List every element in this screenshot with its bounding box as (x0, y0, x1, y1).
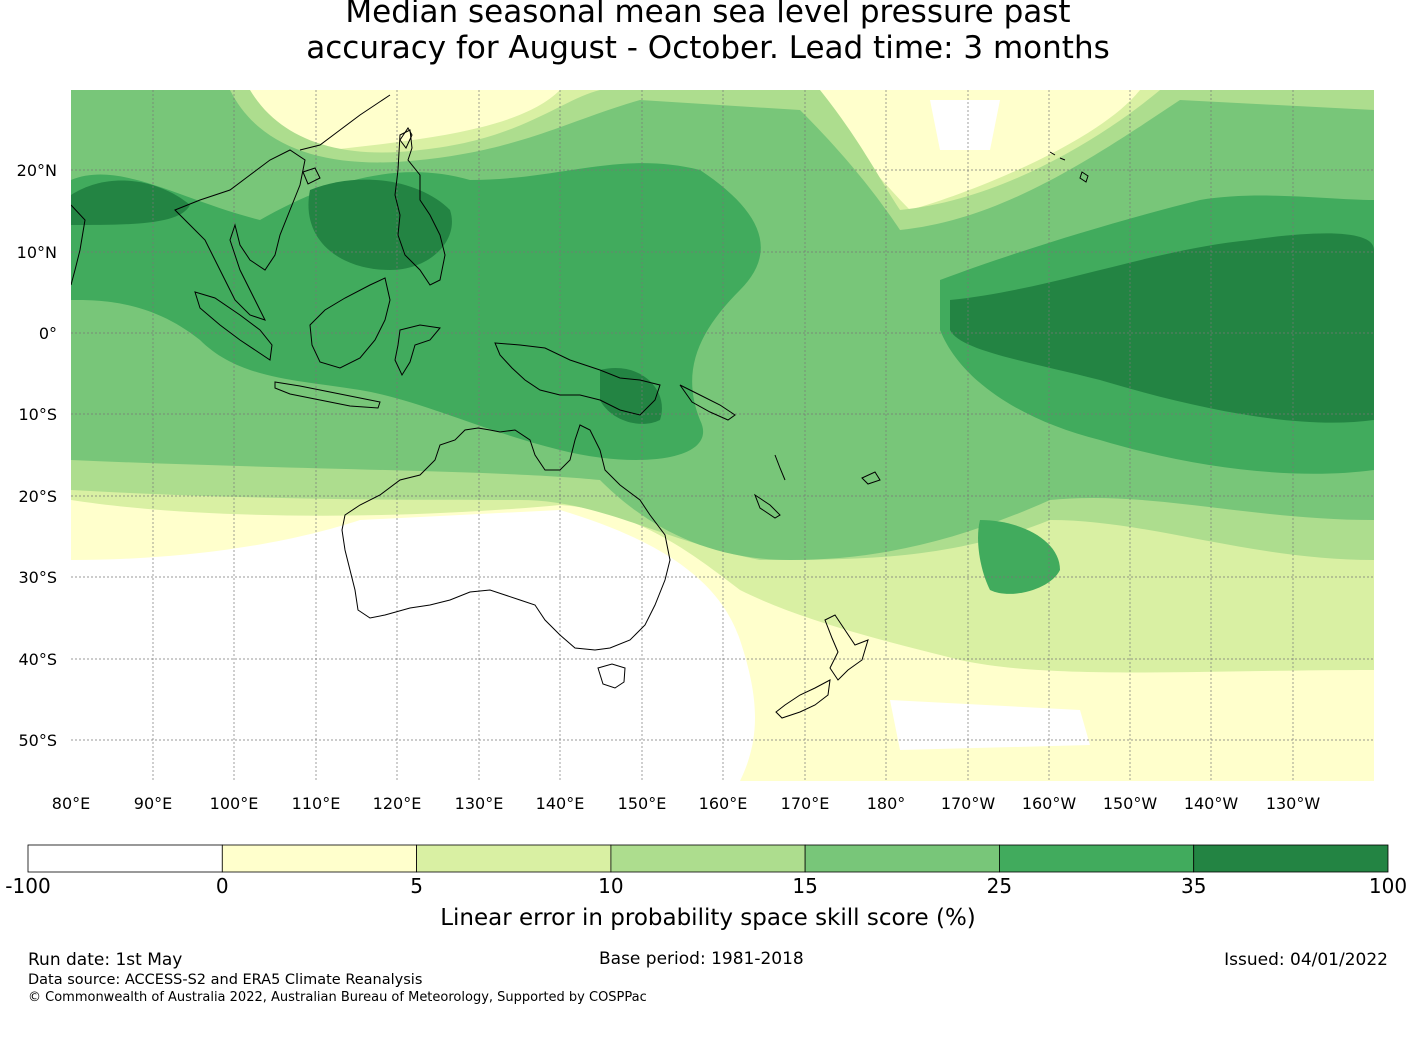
vanuatu-coastline (774, 454, 786, 481)
map-title: Median seasonal mean sea level pressure … (0, 0, 1416, 66)
colorbar-tick-label: 25 (987, 874, 1012, 898)
borneo-coastline (309, 277, 391, 369)
run-date: Run date: 1st May (28, 950, 183, 970)
lat-label: 20°S (18, 487, 57, 506)
colorbar-tick-label: 10 (598, 874, 623, 898)
lon-label: 90°E (134, 794, 172, 813)
colorbar-swatch (610, 844, 806, 873)
graticule (71, 90, 1374, 781)
lat-label: 40°S (18, 650, 57, 669)
longitude-labels: 80°E 90°E 100°E 110°E 120°E 130°E 140°E … (52, 794, 1321, 813)
colorbar-tick-label: 35 (1181, 874, 1206, 898)
lat-label: 0° (39, 324, 57, 343)
colorbar-tick-label: -100 (5, 874, 50, 898)
colorbar-swatch (221, 844, 418, 873)
colorbar: -100 0 5 10 15 25 35 100 (5, 844, 1407, 898)
lat-label: 50°S (18, 731, 57, 750)
lon-label: 140°W (1184, 794, 1239, 813)
issued-date: Issued: 04/01/2022 (1224, 950, 1388, 970)
lon-label: 160°W (1022, 794, 1077, 813)
lat-label: 10°S (18, 405, 57, 424)
lon-label: 80°E (52, 794, 90, 813)
taiwan-coastline (399, 127, 413, 149)
hainan-coastline (302, 167, 321, 185)
coastlines (71, 94, 1089, 719)
new-zealand-north-coastline (824, 614, 869, 681)
australia-coastline (341, 424, 671, 651)
lon-label: 170°E (781, 794, 830, 813)
data-source: Data source: ACCESS-S2 and ERA5 Climate … (28, 972, 423, 988)
colorbar-swatch (1193, 844, 1389, 873)
tasmania-coastline (597, 663, 626, 689)
lat-label: 20°N (17, 161, 57, 180)
lon-label: 180° (867, 794, 906, 813)
lon-label: 140°E (536, 794, 585, 813)
lon-label: 150°W (1103, 794, 1158, 813)
colorbar-tick-label: 5 (410, 874, 423, 898)
sulawesi-coastline (394, 324, 441, 377)
colorbar-swatch (804, 844, 1000, 873)
colorbar-tick-label: 0 (216, 874, 229, 898)
latitude-labels: 20°N 10°N 0° 10°S 20°S 30°S 40°S 50°S (17, 161, 57, 750)
colorbar-title: Linear error in probability space skill … (440, 905, 976, 931)
title-line-1: Median seasonal mean sea level pressure … (345, 0, 1071, 30)
lon-label: 130°W (1266, 794, 1321, 813)
colorbar-swatch (999, 844, 1195, 873)
base-period: Base period: 1981-2018 (599, 949, 804, 969)
philippines-coastline (394, 129, 446, 286)
copyright: © Commonwealth of Australia 2022, Austra… (28, 990, 647, 1005)
title-line-2: accuracy for August - October. Lead time… (306, 30, 1110, 66)
lon-label: 160°E (699, 794, 748, 813)
lon-label: 130°E (455, 794, 504, 813)
colorbar-tick-label: 15 (792, 874, 817, 898)
lon-label: 170°W (941, 794, 996, 813)
colorbar-swatch (416, 844, 612, 873)
hawaii-coastline (1049, 151, 1089, 183)
fiji-coastline (861, 471, 881, 485)
lon-label: 110°E (292, 794, 341, 813)
colorbar-tick-label: 100 (1369, 874, 1407, 898)
lat-label: 30°S (18, 568, 57, 587)
solomon-islands-coastline (679, 384, 736, 421)
skill-field (71, 90, 1374, 781)
lat-label: 10°N (17, 243, 57, 262)
new-zealand-south-coastline (775, 679, 831, 719)
new-caledonia-coastline (753, 493, 781, 519)
java-coastline (274, 381, 381, 409)
indochina-coastline (174, 149, 306, 321)
lon-label: 100°E (210, 794, 259, 813)
india-coastline (71, 204, 86, 286)
lon-label: 150°E (618, 794, 667, 813)
china-coastline (299, 94, 391, 151)
sumatra-coastline (194, 291, 273, 361)
lon-label: 120°E (373, 794, 422, 813)
colorbar-swatch (27, 844, 223, 873)
new-guinea-coastline (494, 342, 661, 416)
